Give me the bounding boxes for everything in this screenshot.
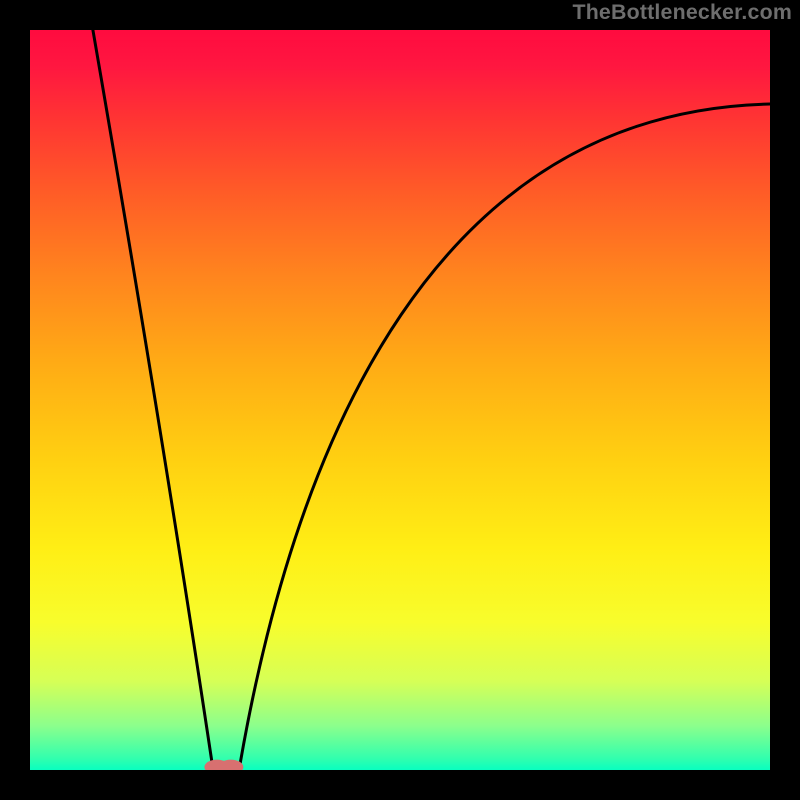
chart-svg [0, 0, 800, 800]
watermark-text: TheBottlenecker.com [572, 0, 792, 25]
gradient-background [30, 30, 770, 770]
chart-container: TheBottlenecker.com [0, 0, 800, 800]
